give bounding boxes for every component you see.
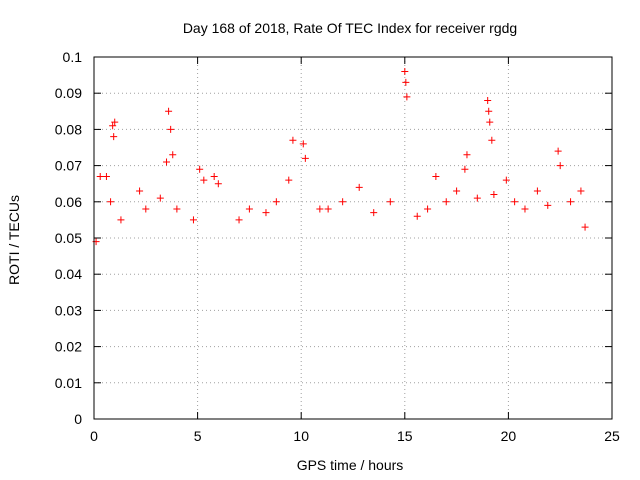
x-tick-label: 15: [397, 428, 413, 444]
y-tick-label: 0.01: [55, 375, 82, 391]
data-point: [488, 136, 496, 144]
x-tick-labels: 0 5 10 15 20 25: [90, 428, 620, 444]
x-tick-label: 10: [293, 428, 309, 444]
data-point: [200, 176, 208, 184]
data-point: [554, 147, 562, 155]
y-tick-label: 0: [74, 411, 82, 427]
x-tick-label: 5: [194, 428, 202, 444]
data-point: [463, 151, 471, 159]
data-point: [299, 140, 307, 148]
data-point: [577, 187, 585, 195]
data-point: [163, 158, 171, 166]
y-axis-label: ROTI / TECUs: [6, 195, 22, 285]
data-point: [424, 205, 432, 213]
data-point: [556, 162, 564, 170]
y-tick-labels: 0 0.01 0.02 0.03 0.04 0.05 0.06 0.07 0.08 0.09 0.1: [55, 49, 82, 427]
data-point: [214, 180, 222, 188]
data-point: [442, 198, 450, 206]
data-point: [473, 194, 481, 202]
y-tick-label: 0.08: [55, 121, 82, 137]
grid: [94, 57, 612, 419]
y-tick-label: 0.1: [63, 49, 83, 65]
data-point: [401, 67, 409, 75]
data-point: [567, 198, 575, 206]
data-point: [107, 198, 115, 206]
x-tick-label: 0: [90, 428, 98, 444]
data-point: [111, 118, 119, 126]
data-point: [272, 198, 280, 206]
data-point: [262, 209, 270, 217]
data-point: [301, 154, 309, 162]
y-tick-label: 0.09: [55, 85, 82, 101]
data-point: [402, 78, 410, 86]
data-point: [316, 205, 324, 213]
data-point: [355, 183, 363, 191]
data-point: [403, 93, 411, 101]
data-point: [165, 107, 173, 115]
data-point: [511, 198, 519, 206]
data-point: [386, 198, 394, 206]
x-tick-label: 20: [501, 428, 517, 444]
data-point: [167, 125, 175, 133]
y-tick-label: 0.07: [55, 158, 82, 174]
y-tick-label: 0.03: [55, 302, 82, 318]
data-point: [413, 212, 421, 220]
y-tick-label: 0.06: [55, 194, 82, 210]
y-tick-label: 0.02: [55, 339, 82, 355]
axis-ticks: [93, 56, 613, 420]
data-point: [169, 151, 177, 159]
data-point: [432, 172, 440, 180]
data-point: [339, 198, 347, 206]
data-point: [189, 216, 197, 224]
data-point: [235, 216, 243, 224]
data-point: [485, 107, 493, 115]
data-point: [196, 165, 204, 173]
data-point: [110, 133, 118, 141]
data-point: [102, 172, 110, 180]
data-point: [289, 136, 297, 144]
data-point: [521, 205, 529, 213]
data-point: [502, 176, 510, 184]
data-points: [92, 67, 589, 246]
data-point: [142, 205, 150, 213]
x-axis-label: GPS time / hours: [297, 457, 404, 473]
data-point: [490, 191, 498, 199]
y-tick-label: 0.05: [55, 230, 82, 246]
data-point: [173, 205, 181, 213]
data-point: [533, 187, 541, 195]
data-point: [109, 122, 117, 130]
chart-title: Day 168 of 2018, Rate Of TEC Index for r…: [183, 20, 517, 36]
data-point: [581, 223, 589, 231]
data-point: [370, 209, 378, 217]
y-tick-label: 0.04: [55, 266, 82, 282]
data-point: [245, 205, 253, 213]
data-point: [210, 172, 218, 180]
data-point: [324, 205, 332, 213]
data-point: [461, 165, 469, 173]
data-point: [117, 216, 125, 224]
data-point: [136, 187, 144, 195]
data-point: [486, 118, 494, 126]
data-point: [156, 194, 164, 202]
data-point: [544, 201, 552, 209]
data-point: [484, 96, 492, 104]
data-point: [453, 187, 461, 195]
x-tick-label: 25: [604, 428, 620, 444]
data-point: [96, 172, 104, 180]
data-point: [285, 176, 293, 184]
